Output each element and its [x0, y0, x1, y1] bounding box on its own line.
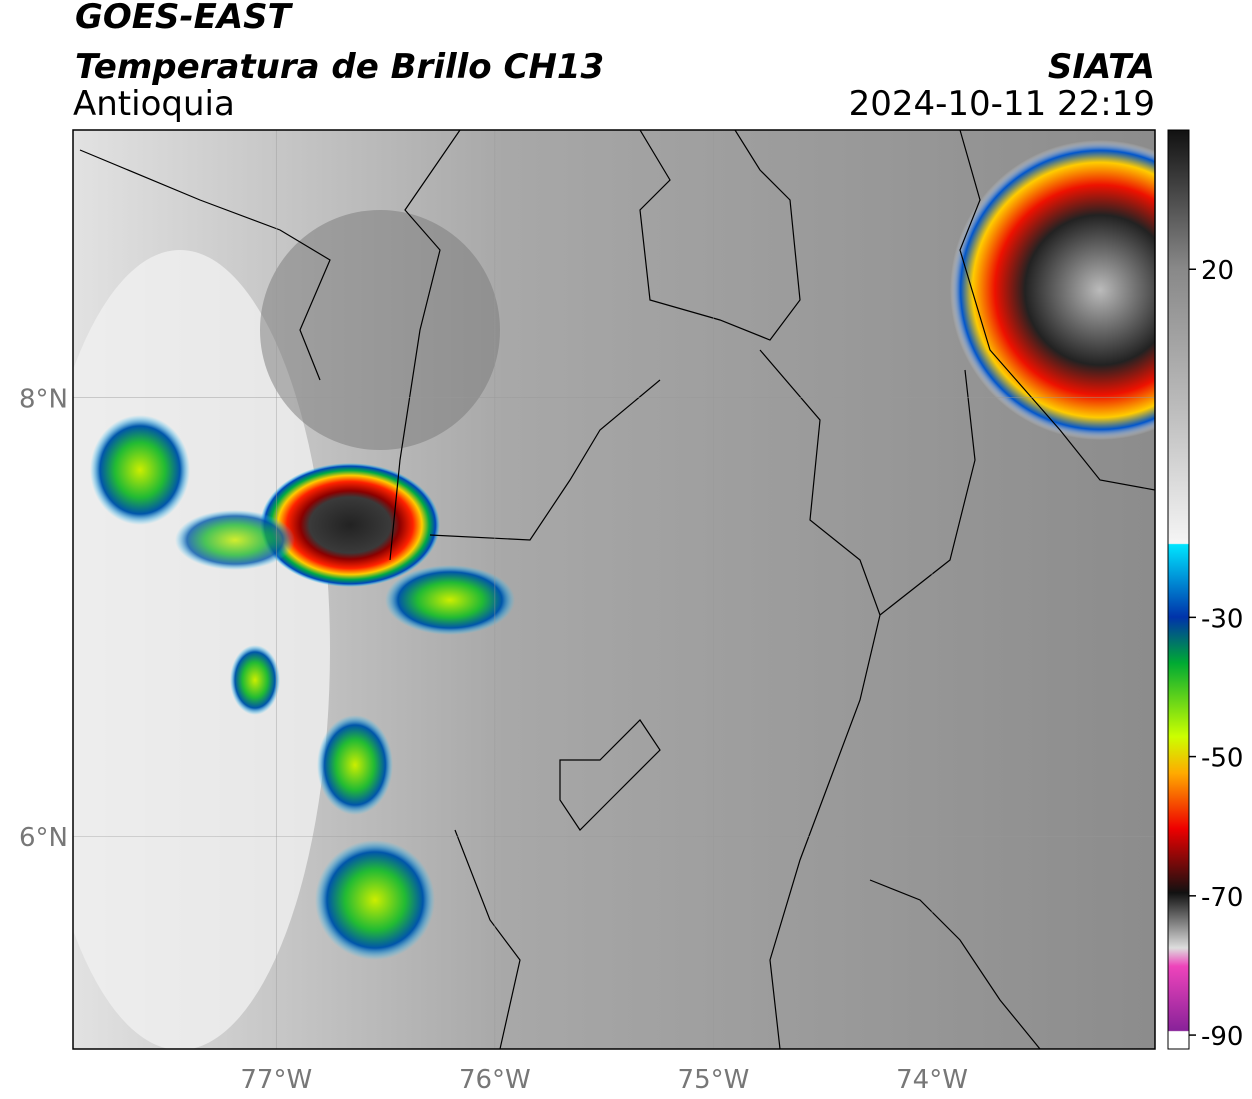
datetime: 2024-10-11 22:19	[849, 84, 1155, 124]
source: SIATA	[1048, 47, 1155, 87]
map-frame	[72, 129, 1156, 1050]
subtitle: Temperatura de Brillo CH13	[75, 47, 604, 87]
colorbar-tick-label: -70	[1201, 883, 1243, 913]
x-tick-label: 75°W	[678, 1065, 750, 1095]
x-tick-label: 76°W	[459, 1065, 531, 1095]
satellite-image	[73, 130, 1155, 1049]
colorbar-tick-label: -50	[1201, 744, 1243, 774]
y-tick-label: 6°N	[19, 823, 68, 853]
axis-ticks: 77°W 76°W 75°W 74°W 8°N 6°N	[19, 130, 1155, 1095]
region: Antioquia	[73, 84, 235, 124]
x-tick-label: 77°W	[240, 1065, 312, 1095]
colorbar	[1167, 129, 1190, 1050]
colorbar-tick-label: 20	[1201, 256, 1234, 286]
colorbar-tick-label: -30	[1201, 604, 1243, 634]
x-tick-label: 74°W	[896, 1065, 968, 1095]
title: GOES-EAST	[75, 0, 294, 37]
y-tick-label: 8°N	[19, 385, 68, 415]
colorbar-tick-label: -90	[1201, 1022, 1243, 1052]
